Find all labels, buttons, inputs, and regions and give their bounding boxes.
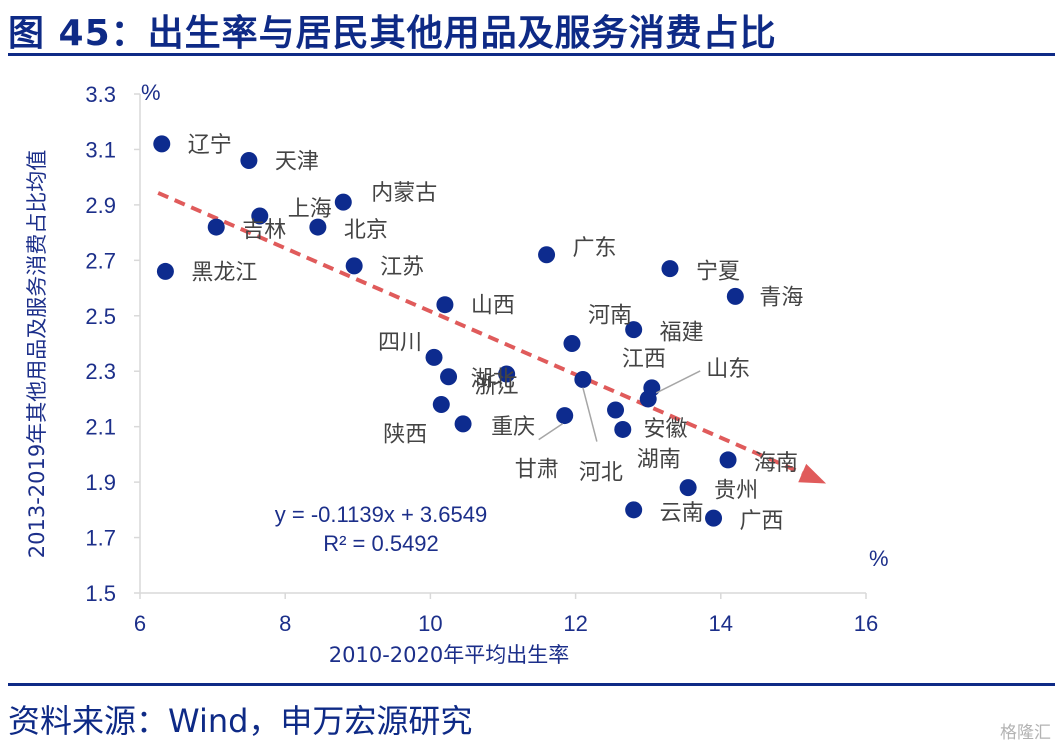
point-label: 北京 <box>344 218 388 243</box>
source-note: 资料来源：Wind，申万宏源研究 <box>8 702 473 740</box>
point-label: 湖南 <box>637 447 681 472</box>
data-point <box>538 246 556 264</box>
point-label: 海南 <box>754 451 798 476</box>
point-label: 上海 <box>288 197 332 222</box>
point-label: 重庆 <box>491 415 535 440</box>
point-label: 辽宁 <box>188 133 232 158</box>
x-tick-label: 14 <box>709 611 733 636</box>
point-label: 山东 <box>706 357 750 382</box>
point-label: 贵州 <box>714 479 758 504</box>
data-point <box>679 479 697 497</box>
y-axis-title: 2013-2019年其他用品及服务消费占比均值 <box>25 150 49 558</box>
point-label: 甘肃 <box>515 458 559 483</box>
data-point <box>436 296 454 314</box>
data-point <box>498 365 516 383</box>
point-label: 浙江 <box>475 374 519 399</box>
point-label: 山西 <box>471 294 515 319</box>
title-divider <box>8 53 1055 56</box>
point-label: 云南 <box>660 501 704 526</box>
point-label: 广东 <box>573 236 617 261</box>
x-tick-label: 10 <box>418 611 442 636</box>
scatter-chart: 6 8 10 12 14 16 1.5 1.7 1.9 2.1 2.3 2.5 2.7 2.9 3.1 3.3… <box>25 80 889 667</box>
data-point <box>574 371 592 389</box>
point-label: 黑龙江 <box>191 260 257 285</box>
trendline-r-squared: R² = 0.5492 <box>323 531 439 556</box>
data-point <box>661 260 679 278</box>
y-tick-label: 2.1 <box>85 415 116 440</box>
data-point <box>345 257 363 275</box>
point-label: 天津 <box>275 150 319 175</box>
point-label: 四川 <box>378 330 422 355</box>
x-tick-label: 8 <box>279 611 291 636</box>
data-point <box>719 451 737 469</box>
point-label: 河北 <box>579 461 623 486</box>
data-point <box>240 152 258 170</box>
point-label: 河南 <box>588 304 632 329</box>
x-axis-title: 2010-2020年平均出生率 <box>329 643 569 667</box>
data-point <box>639 390 657 408</box>
leader-line <box>655 370 701 394</box>
data-point <box>625 321 643 339</box>
y-tick-label: 2.7 <box>85 248 116 273</box>
data-point <box>309 218 327 236</box>
data-point <box>425 348 443 366</box>
y-tick-label: 2.5 <box>85 304 116 329</box>
point-label: 安徽 <box>644 417 688 442</box>
data-point <box>614 420 632 438</box>
y-unit-label: % <box>141 80 161 105</box>
trendline-group <box>157 191 827 484</box>
trendline-equation: y = -0.1139x + 3.6549 <box>275 502 487 527</box>
point-label: 内蒙古 <box>371 181 437 206</box>
x-tick-label: 16 <box>854 611 878 636</box>
chart-figure-title: 图 45：出生率与居民其他用品及服务消费占比 <box>8 13 777 54</box>
leader-line <box>538 422 564 441</box>
data-point <box>334 193 352 211</box>
trendline <box>157 191 804 475</box>
watermark-text: 格隆汇 <box>1000 723 1051 743</box>
x-tick-label: 12 <box>563 611 587 636</box>
y-tick-label: 1.7 <box>85 526 116 551</box>
x-tick-label: 6 <box>134 611 146 636</box>
data-point <box>625 501 643 519</box>
trendline-arrowhead <box>798 463 827 484</box>
y-tick-label: 3.1 <box>85 137 116 162</box>
y-tick-label: 1.9 <box>85 470 116 495</box>
data-point <box>440 368 458 386</box>
data-point <box>563 335 581 352</box>
point-label: 江苏 <box>380 255 424 280</box>
chart-axes: 6 8 10 12 14 16 1.5 1.7 1.9 2.1 2.3 2.5 2.7 2.9 3.1 3.3 <box>85 82 878 636</box>
data-point <box>207 218 225 236</box>
data-point <box>705 509 723 527</box>
point-label: 广西 <box>740 509 784 534</box>
point-label: 宁夏 <box>696 260 740 285</box>
point-label: 吉林 <box>242 218 286 243</box>
data-point <box>607 401 625 419</box>
data-point <box>251 207 269 225</box>
point-label: 青海 <box>759 285 803 310</box>
y-tick-label: 2.9 <box>85 193 116 218</box>
data-point <box>153 135 171 153</box>
point-label: 陕西 <box>383 422 427 447</box>
y-tick-label: 3.3 <box>85 82 116 107</box>
point-label: 福建 <box>660 321 704 346</box>
y-tick-label: 1.5 <box>85 581 116 606</box>
leader-line <box>582 387 598 442</box>
point-label: 湖北 <box>471 367 515 392</box>
y-tick-label: 2.3 <box>85 359 116 384</box>
data-point <box>156 262 174 280</box>
data-point <box>454 415 472 433</box>
x-unit-label: % <box>869 546 889 571</box>
points-group <box>153 135 744 527</box>
data-point <box>432 395 450 413</box>
footer-divider <box>8 683 1055 686</box>
data-point <box>726 287 744 305</box>
data-point <box>556 407 574 425</box>
point-label: 江西 <box>622 347 666 372</box>
